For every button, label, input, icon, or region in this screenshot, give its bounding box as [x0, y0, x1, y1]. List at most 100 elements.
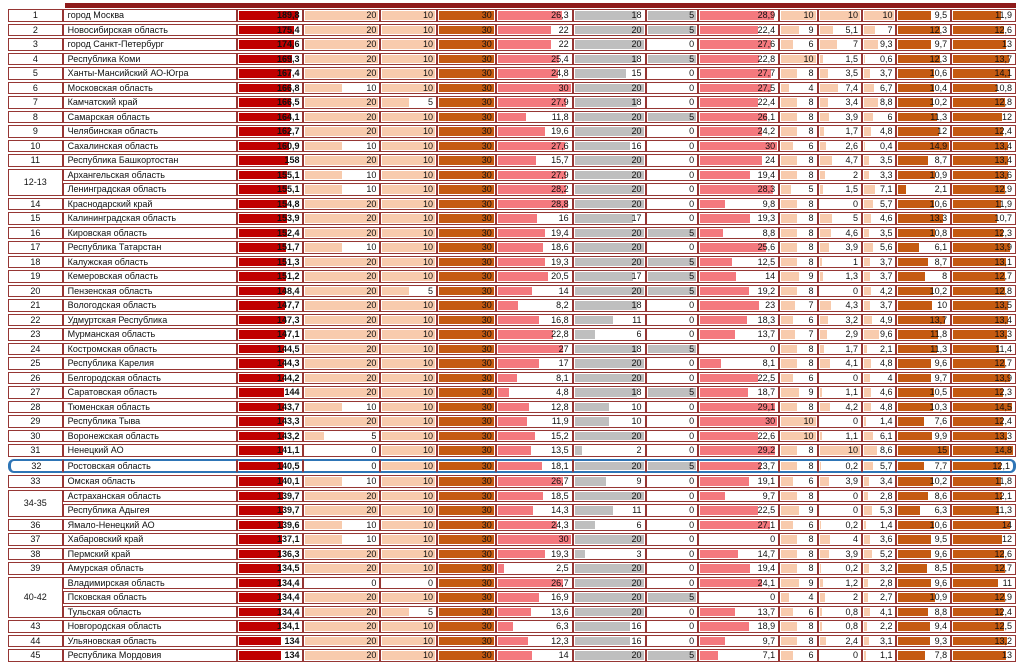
value-label: 10: [848, 445, 859, 456]
rank-cell: 7: [8, 96, 63, 109]
value-label: 26,1: [757, 111, 776, 122]
data-bar-pink: [700, 461, 761, 470]
value-label: 28,2: [551, 184, 569, 195]
data-bar-peach: [305, 622, 379, 631]
value-label: 8: [808, 343, 814, 354]
value-cell-total: 137,1: [236, 533, 304, 546]
value-cell-col-3: 30: [437, 168, 496, 181]
value-cell-col-4: 16,8: [495, 313, 573, 326]
value-label: 5: [689, 111, 695, 122]
value-label: 13,5: [994, 300, 1012, 311]
value-label: 11,9: [995, 198, 1012, 209]
table-row: Псковская область 134,4 20 10 30 16,9 20 5 0 4 2 2,…: [8, 591, 1016, 604]
value-label: 0: [853, 198, 859, 209]
value-label: 18,5: [551, 490, 569, 501]
value-label: 14: [1001, 519, 1012, 530]
value-label: 20: [366, 39, 377, 50]
value-cell-col-6: 0: [645, 634, 699, 647]
data-bar-pink: [700, 446, 776, 455]
value-cell-col-5: 20: [572, 81, 646, 94]
data-bar-brown: [953, 388, 1004, 397]
value-cell-col-5: 20: [572, 371, 646, 384]
data-bar-peach: [864, 170, 870, 179]
value-cell-col-7: 22,4: [698, 96, 780, 109]
value-label: 8: [808, 563, 814, 574]
rank-cell: 26: [8, 371, 63, 384]
value-label: 10: [423, 592, 434, 603]
value-label: 27,9: [551, 169, 569, 180]
value-cell-col-1: 20: [303, 547, 381, 560]
value-cell-col-11: 9,5: [896, 9, 952, 22]
data-bar-crimson: [238, 431, 284, 440]
value-cell-col-12: 12: [951, 533, 1016, 546]
region-name-cell: Пермский край: [62, 547, 237, 560]
data-bar-pink: [700, 11, 775, 20]
value-label: 24: [765, 155, 776, 166]
data-bar-pink: [700, 520, 770, 529]
region-name-cell: Новгородская область: [62, 620, 237, 633]
value-label: 0: [689, 577, 695, 588]
value-cell-col-7: 9,7: [698, 489, 780, 502]
value-cell-col-12: 12,1: [951, 458, 1016, 473]
value-cell-col-8: 4: [779, 81, 818, 94]
value-label: 1,1: [845, 430, 859, 441]
data-bar-brown: [898, 359, 931, 368]
data-bar-brown: [439, 40, 494, 49]
data-bar-brown: [953, 170, 1009, 179]
value-cell-col-3: 30: [437, 591, 496, 604]
data-bar-peach: [382, 388, 436, 397]
value-label: 1,5: [845, 53, 859, 64]
value-label: 10,8: [994, 82, 1012, 93]
value-label: 9: [808, 271, 814, 282]
value-label: 13,9: [994, 372, 1012, 383]
value-cell-col-2: 10: [380, 241, 438, 254]
data-bar-brown: [898, 344, 937, 353]
value-cell-total: 151,7: [236, 241, 304, 254]
value-cell-col-8: 9: [779, 576, 818, 589]
rank-cell: 34-35: [8, 489, 63, 517]
value-label: 12,3: [994, 387, 1012, 398]
value-cell-col-4: 11,9: [495, 415, 573, 428]
value-cell-col-4: 14: [495, 284, 573, 297]
value-label: 9,7: [934, 39, 948, 50]
value-cell-total: 139,7: [236, 504, 304, 517]
value-label: 143,7: [276, 401, 300, 412]
value-label: 0,8: [845, 606, 859, 617]
data-bar-peach: [819, 330, 827, 339]
value-label: 18: [631, 97, 642, 108]
value-cell-col-5: 20: [572, 110, 646, 123]
value-cell-col-1: 20: [303, 67, 381, 80]
value-label: 2,8: [879, 490, 893, 501]
value-label: 139,6: [276, 519, 300, 530]
value-label: 10: [848, 10, 859, 21]
value-cell-col-8: 8: [779, 241, 818, 254]
value-label: 9,5: [934, 534, 948, 545]
data-bar-gray: [574, 607, 644, 616]
value-label: 13,7: [757, 606, 776, 617]
region-name-cell: Костромская область: [62, 342, 237, 355]
value-cell-col-9: 10: [817, 9, 863, 22]
data-bar-crimson: [238, 330, 285, 339]
value-label: 4,7: [845, 155, 859, 166]
value-cell-col-6: 0: [645, 504, 699, 517]
value-label: 20: [631, 285, 642, 296]
data-bar-peach: [382, 622, 436, 631]
value-label: 1,4: [879, 416, 893, 427]
value-cell-col-2: 10: [380, 168, 438, 181]
value-label: 30: [481, 534, 492, 545]
table-row: 23 Мурманская область 147,1 20 10 30 22,8 6 0 13,…: [8, 328, 1016, 341]
value-label: 18: [631, 300, 642, 311]
region-name-cell: Ростовская область: [62, 458, 237, 473]
value-cell-col-6: 0: [645, 313, 699, 326]
value-cell-col-7: 23: [698, 299, 780, 312]
value-label: 20: [366, 10, 377, 21]
data-bar-crimson: [238, 112, 291, 121]
data-bar-pink: [497, 301, 518, 310]
table-row: 45 Республика Мордовия 134 20 10 30 14 20 5 7,1 6 0…: [8, 649, 1016, 662]
value-label: 14,5: [994, 401, 1012, 412]
value-label: 10: [423, 82, 434, 93]
value-cell-col-6: 0: [645, 489, 699, 502]
data-bar-brown: [898, 199, 935, 208]
value-label: 22,5: [757, 372, 776, 383]
value-label: 23: [765, 300, 776, 311]
